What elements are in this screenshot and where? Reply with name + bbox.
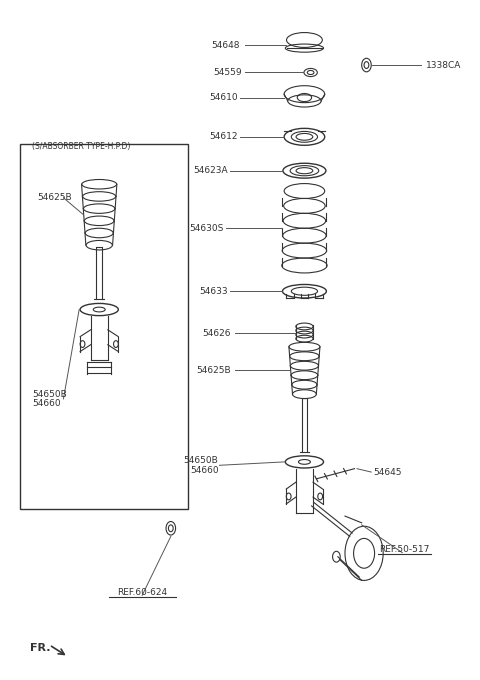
Text: 54648: 54648 bbox=[212, 41, 240, 50]
Text: 54559: 54559 bbox=[214, 68, 242, 77]
Text: 54626: 54626 bbox=[202, 328, 230, 338]
Text: 54645: 54645 bbox=[373, 468, 402, 477]
Text: 54625B: 54625B bbox=[37, 193, 72, 202]
Text: 54650B: 54650B bbox=[33, 390, 67, 398]
Text: 54630S: 54630S bbox=[189, 224, 223, 233]
Text: 54610: 54610 bbox=[209, 93, 238, 102]
Text: REF.50-517: REF.50-517 bbox=[380, 545, 430, 554]
Text: 54612: 54612 bbox=[209, 133, 238, 141]
Text: 1338CA: 1338CA bbox=[426, 61, 461, 69]
Text: 54650B: 54650B bbox=[184, 456, 218, 465]
Text: 54660: 54660 bbox=[33, 399, 61, 408]
Text: FR.: FR. bbox=[30, 643, 50, 653]
Text: REF.60-624: REF.60-624 bbox=[117, 588, 167, 597]
Text: 54623A: 54623A bbox=[193, 166, 228, 175]
Text: 54633: 54633 bbox=[200, 287, 228, 296]
Text: 54625B: 54625B bbox=[196, 366, 230, 375]
Text: (S/ABSORBER TYPE-H.P.D): (S/ABSORBER TYPE-H.P.D) bbox=[33, 143, 131, 152]
Bar bbox=[21, 143, 188, 509]
Text: 54660: 54660 bbox=[190, 466, 218, 475]
